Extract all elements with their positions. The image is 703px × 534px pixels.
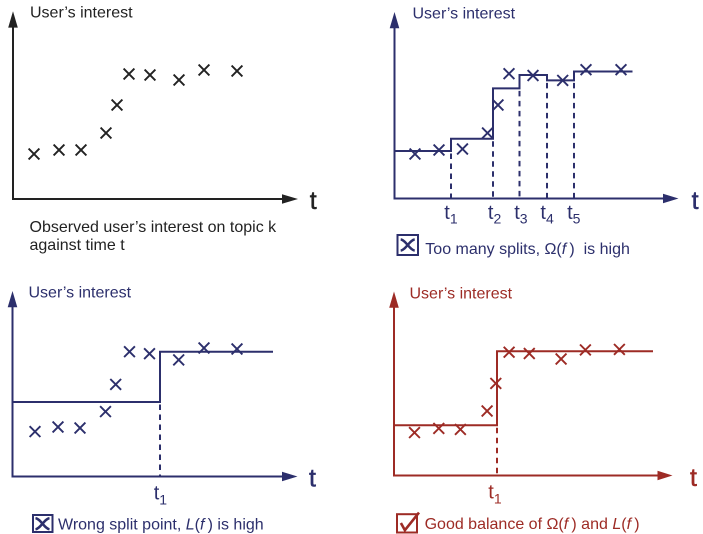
svg-text:t3: t3: [514, 202, 528, 227]
svg-text:User’s interest: User’s interest: [410, 286, 513, 303]
svg-text:t1: t1: [488, 482, 502, 507]
svg-text:t1: t1: [154, 483, 168, 508]
svg-text:User’s interest: User’s interest: [29, 285, 132, 302]
svg-text:t4: t4: [540, 202, 554, 227]
svg-text:t1: t1: [444, 202, 458, 227]
svg-text:t: t: [310, 187, 317, 215]
svg-text:Good balance of Ω(f ) and L(f: Good balance of Ω(f ) and L(f ): [425, 516, 640, 533]
svg-text:t: t: [309, 465, 316, 493]
svg-text:t5: t5: [567, 202, 581, 227]
svg-text:Observed user’s interest on to: Observed user’s interest on topic k: [30, 219, 278, 236]
svg-text:Too many splits, Ω(f ) is hig: Too many splits, Ω(f ) is high: [425, 241, 630, 258]
svg-text:t: t: [690, 464, 697, 492]
svg-text:User’s interest: User’s interest: [30, 5, 133, 22]
svg-text:t2: t2: [488, 202, 502, 227]
svg-text:User’s interest: User’s interest: [413, 6, 516, 23]
svg-text:against time t: against time t: [30, 237, 126, 254]
svg-text:t: t: [692, 187, 699, 215]
svg-text:Wrong split point, L(f ) is hi: Wrong split point, L(f ) is high: [58, 517, 264, 534]
